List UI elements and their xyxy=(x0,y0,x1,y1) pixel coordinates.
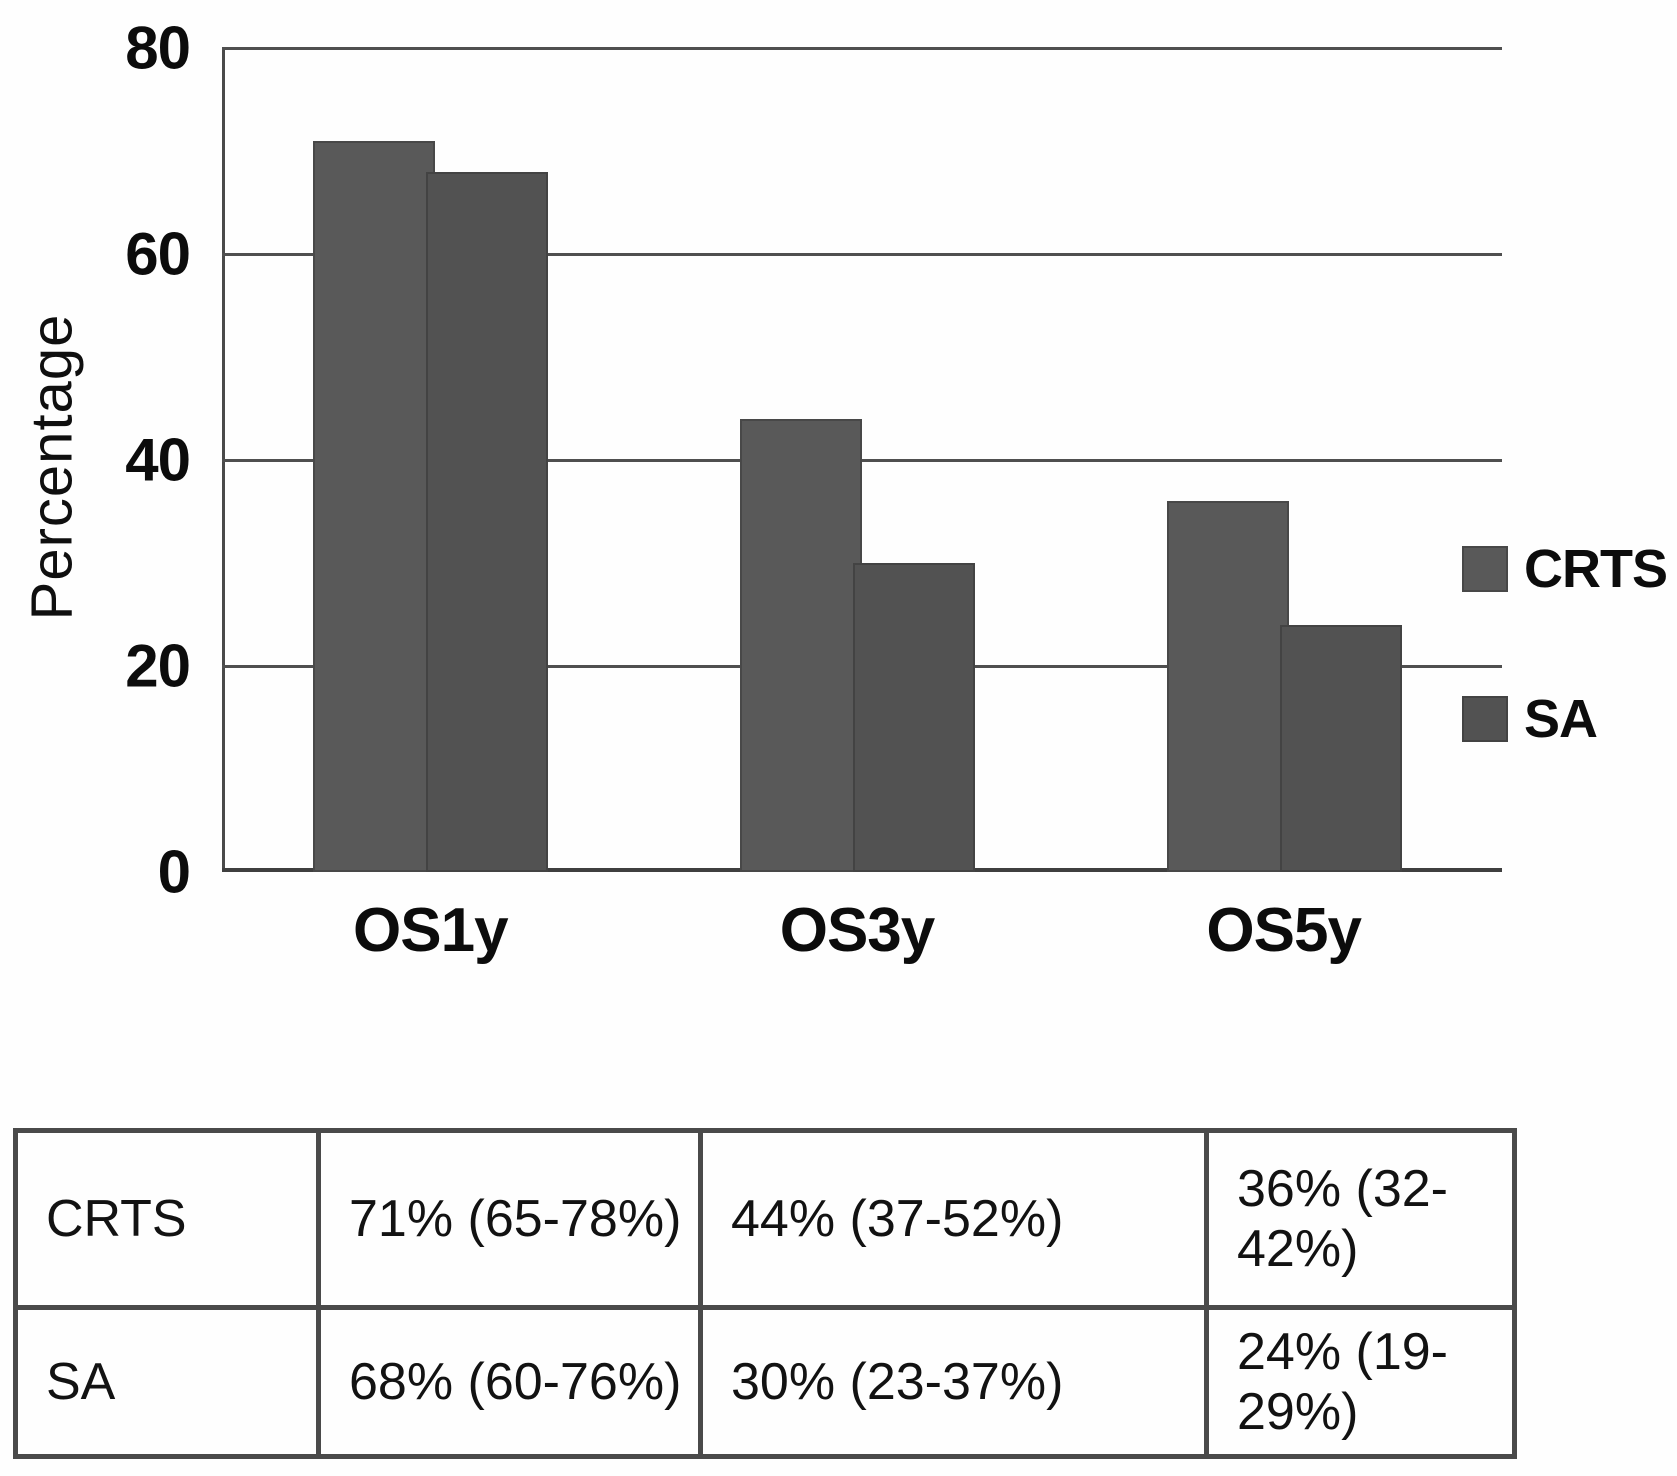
bar-sa-os3y xyxy=(853,563,975,872)
bar-crts-os3y xyxy=(740,418,862,872)
summary-table: CRTS 71% (65-78%) 44% (37-52%) 36% (32-42%)… xyxy=(13,1128,1517,1459)
legend-item-crts: CRTS xyxy=(1462,538,1668,600)
summary-table-body: CRTS 71% (65-78%) 44% (37-52%) 36% (32-42%)… xyxy=(13,1128,1517,1459)
bar-sa-os1y xyxy=(426,171,549,872)
y-tick-20: 20 xyxy=(125,632,191,700)
x-label-os5y: OS5y xyxy=(1206,896,1362,965)
y-axis-title: Percentage xyxy=(19,313,85,621)
bar-crts-os5y xyxy=(1166,501,1289,872)
bar-sa-os5y xyxy=(1279,624,1402,872)
table-cell: 36% (32-42%) xyxy=(1204,1128,1517,1310)
legend-label-crts: CRTS xyxy=(1524,539,1668,599)
table-cell: 30% (23-37%) xyxy=(698,1305,1209,1459)
table-row-crts: CRTS 71% (65-78%) 44% (37-52%) 36% (32-42%) xyxy=(13,1128,1517,1310)
gridline-80 xyxy=(222,47,1502,50)
y-tick-60: 60 xyxy=(125,220,191,288)
row-header-sa: SA xyxy=(13,1305,321,1459)
y-tick-0: 0 xyxy=(157,838,191,906)
bar-crts-os1y xyxy=(313,140,436,872)
table-cell: 71% (65-78%) xyxy=(316,1128,703,1310)
y-tick-80: 80 xyxy=(125,14,191,82)
gridline-60 xyxy=(222,253,1502,256)
plot-area xyxy=(222,47,1502,872)
gridline-40 xyxy=(222,459,1502,462)
table-cell: 68% (60-76%) xyxy=(316,1305,703,1459)
table-cell: 24% (19-29%) xyxy=(1204,1305,1517,1459)
table-cell: 44% (37-52%) xyxy=(698,1128,1209,1310)
legend-item-sa: SA xyxy=(1462,688,1598,750)
table-row-sa: SA 68% (60-76%) 30% (23-37%) 24% (19-29%) xyxy=(13,1305,1517,1459)
bar-chart: Percentage 0 20 40 60 80 OS1y OS3y OS5y CRTS SA xyxy=(19,14,1669,966)
row-header-crts: CRTS xyxy=(13,1128,321,1310)
x-label-os1y: OS1y xyxy=(353,896,509,965)
legend-swatch-crts xyxy=(1462,546,1508,592)
y-tick-40: 40 xyxy=(125,426,191,494)
legend-label-sa: SA xyxy=(1524,689,1598,749)
legend-swatch-sa xyxy=(1462,696,1508,742)
x-label-os3y: OS3y xyxy=(779,896,936,965)
